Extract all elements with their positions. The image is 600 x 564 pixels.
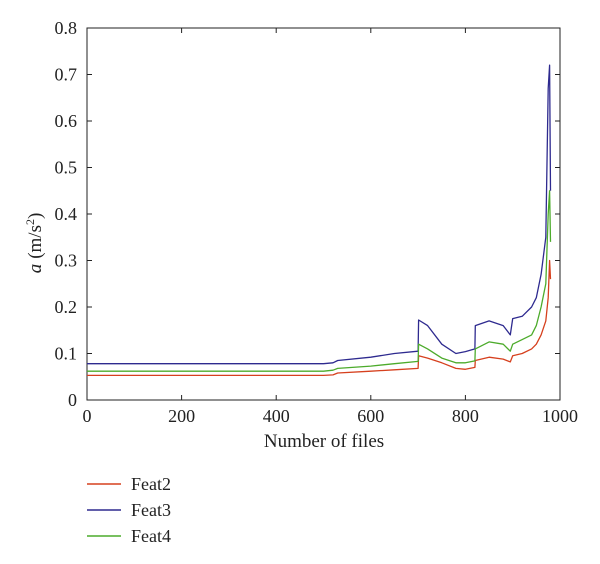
y-tick-label: 0.7 [55,65,78,85]
y-tick-label: 0.5 [55,158,78,178]
legend-label-feat2: Feat2 [131,474,171,494]
series-line-feat4 [87,190,552,372]
series-line-feat2 [87,259,552,377]
plot-frame [86,27,561,401]
y-tick-label: 0.1 [55,344,78,364]
axes: 0 200 400 600 800 1000 0 0.1 0.2 0.3 0.4 0.5 0.6 0.7 0… [55,18,579,426]
legend-label-feat3: Feat3 [131,500,171,520]
y-tick-label: 0.4 [55,204,78,224]
y-axis-label-unit: (m/s [25,225,46,259]
x-axis-label: Number of files [264,431,384,452]
y-axis-label-exp: 2 [23,219,37,225]
y-tick-label: 0.6 [55,111,78,131]
x-tick-label: 1000 [542,406,578,426]
y-axis-label: a (m/s2) [23,213,46,274]
legend-label-feat4: Feat4 [131,526,171,546]
x-tick-label: 800 [452,406,479,426]
y-tick-label: 0.2 [55,297,78,317]
y-tick-label: 0 [68,390,77,410]
axis-labels: Number of files a (m/s2) [23,213,384,452]
y-tick-label: 0.3 [55,251,78,271]
y-axis-label-close: ) [25,213,46,219]
x-tick-label: 600 [357,406,384,426]
series-line-feat3 [87,64,552,365]
y-tick-label: 0.8 [55,18,78,38]
legend: Feat2 Feat3 Feat4 [87,474,171,546]
x-tick-label: 400 [263,406,290,426]
y-axis-label-var: a [25,264,46,274]
x-tick-label: 0 [83,406,92,426]
x-tick-label: 200 [168,406,195,426]
series-lines [87,64,552,377]
